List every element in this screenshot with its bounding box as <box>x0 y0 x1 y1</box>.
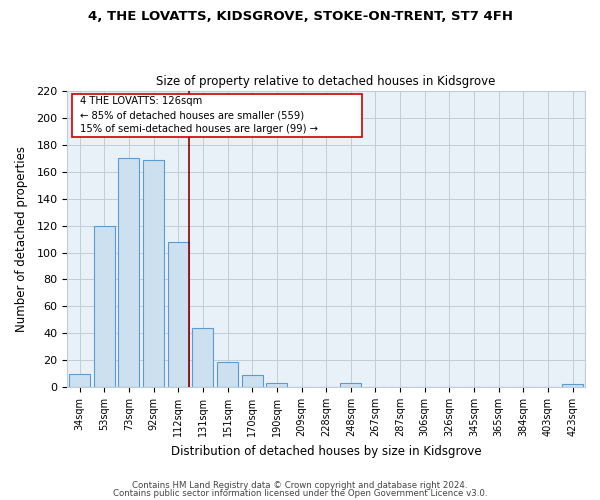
Bar <box>94 226 115 387</box>
Y-axis label: Number of detached properties: Number of detached properties <box>15 146 28 332</box>
X-axis label: Distribution of detached houses by size in Kidsgrove: Distribution of detached houses by size … <box>171 444 481 458</box>
Bar <box>562 384 583 387</box>
Bar <box>118 158 139 387</box>
Title: Size of property relative to detached houses in Kidsgrove: Size of property relative to detached ho… <box>157 76 496 88</box>
Bar <box>266 383 287 387</box>
Bar <box>69 374 90 387</box>
Text: Contains public sector information licensed under the Open Government Licence v3: Contains public sector information licen… <box>113 488 487 498</box>
Bar <box>217 362 238 387</box>
Bar <box>143 160 164 387</box>
FancyBboxPatch shape <box>73 94 362 137</box>
Bar <box>340 383 361 387</box>
Text: 4 THE LOVATTS: 126sqm
← 85% of detached houses are smaller (559)
15% of semi-det: 4 THE LOVATTS: 126sqm ← 85% of detached … <box>80 96 318 134</box>
Bar <box>193 328 214 387</box>
Bar <box>168 242 189 387</box>
Bar <box>242 375 263 387</box>
Text: 4, THE LOVATTS, KIDSGROVE, STOKE-ON-TRENT, ST7 4FH: 4, THE LOVATTS, KIDSGROVE, STOKE-ON-TREN… <box>88 10 512 23</box>
Text: Contains HM Land Registry data © Crown copyright and database right 2024.: Contains HM Land Registry data © Crown c… <box>132 481 468 490</box>
